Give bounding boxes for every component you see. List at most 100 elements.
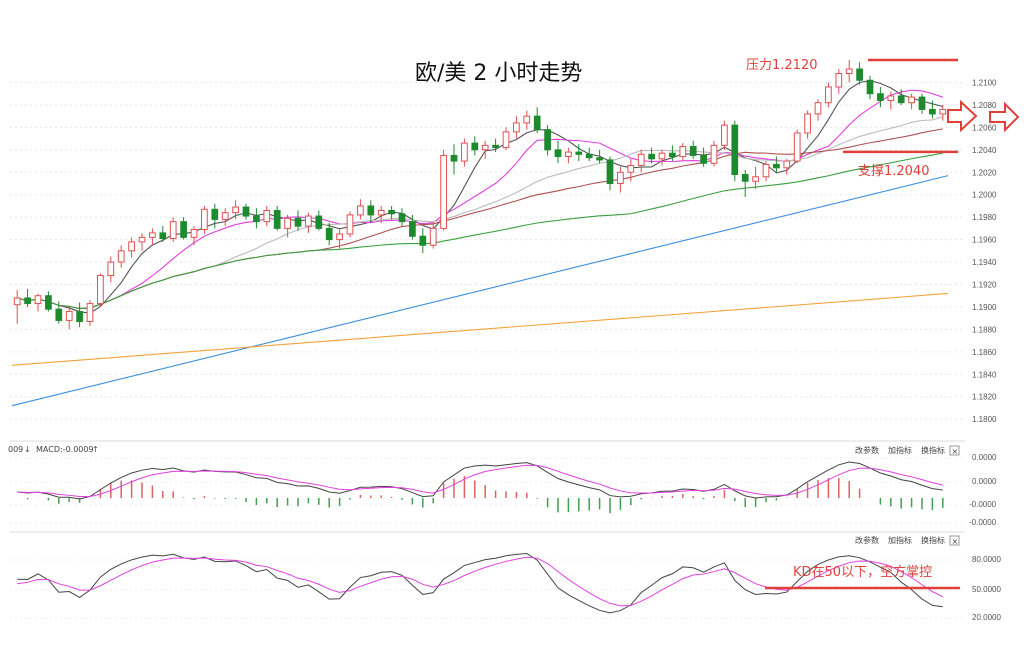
candle <box>731 120 739 182</box>
candle <box>398 208 406 227</box>
candle-body <box>845 68 853 75</box>
candle <box>419 228 427 254</box>
macd-tick-2: -0.0000 <box>969 500 997 509</box>
candle-body <box>637 153 645 167</box>
kd-button-add[interactable]: 加指标 <box>888 535 912 545</box>
candle-body <box>461 142 468 162</box>
macd-tick-3: -0.0000 <box>969 518 997 527</box>
candle-body <box>450 154 458 162</box>
candle-body <box>211 208 219 220</box>
candle <box>253 208 260 229</box>
candle-body <box>544 129 551 151</box>
support-resistance-lines <box>843 58 958 154</box>
candle <box>866 75 874 100</box>
candle-body <box>263 209 271 223</box>
candle-body <box>429 227 437 246</box>
candle-body <box>606 159 614 184</box>
candle-body <box>877 93 884 101</box>
candle-body <box>721 124 728 146</box>
candle <box>481 140 489 159</box>
candle <box>585 147 593 162</box>
candle-body <box>700 154 707 164</box>
candle-body <box>253 215 260 223</box>
price-tick-label: 1.1840 <box>972 370 997 379</box>
candle <box>138 232 146 251</box>
candle-body <box>762 163 770 178</box>
candle <box>357 199 364 220</box>
candle-body <box>232 206 239 214</box>
chart-title: 欧/美 2 小时走势 <box>415 61 582 86</box>
macd-button-add[interactable]: 加指标 <box>888 445 912 455</box>
macd-down-arrow-icon: ↓ <box>24 445 31 454</box>
candle <box>107 256 115 283</box>
resistance-label: 压力1.2120 <box>746 58 818 73</box>
kd-lines <box>17 552 944 614</box>
arrow-right-icon <box>989 101 1020 133</box>
candle <box>825 82 832 108</box>
candle <box>741 170 749 197</box>
kd-annotation: KD在50以下，空方掌控 <box>793 564 932 580</box>
candle <box>409 214 416 240</box>
candle-body <box>710 144 718 164</box>
candle-body <box>159 232 167 239</box>
candle-body <box>908 96 915 104</box>
price-axis: 1.1800 1.1820 1.1840 1.1860 1.1880 1.1900 1.19… <box>972 79 997 425</box>
candle <box>284 214 291 238</box>
candle <box>679 143 687 162</box>
candle <box>440 149 447 231</box>
kd-close-icon[interactable]: × <box>949 535 960 546</box>
candle-body <box>357 205 364 216</box>
candle <box>55 301 63 324</box>
candle-body <box>97 275 104 305</box>
macd-close-icon[interactable]: × <box>949 445 960 456</box>
candle <box>211 203 219 229</box>
kd-button-params[interactable]: 改参数 <box>855 535 879 545</box>
macd-dif-line <box>17 461 943 500</box>
candle <box>793 129 801 164</box>
candle <box>856 62 863 85</box>
candle-body <box>585 153 593 159</box>
candle-body <box>138 236 146 243</box>
kd-grid <box>10 559 965 619</box>
candle <box>689 140 697 159</box>
candle-body <box>221 212 229 220</box>
candle-body <box>897 95 905 104</box>
arrow-right-icon <box>947 99 978 133</box>
candle-body <box>741 174 749 182</box>
kd-button-switch[interactable]: 换指标 <box>921 535 945 545</box>
candle <box>367 200 375 222</box>
candle <box>533 107 541 133</box>
candle <box>648 147 655 164</box>
price-tick-label: 1.1920 <box>972 281 997 290</box>
candle <box>190 226 198 246</box>
candle <box>97 273 104 307</box>
macd-button-params[interactable]: 改参数 <box>855 445 879 455</box>
candle-body <box>804 113 811 134</box>
candle <box>429 222 437 249</box>
price-tick-label: 1.2000 <box>972 191 997 200</box>
candle <box>565 147 572 164</box>
macd-button-switch[interactable]: 换指标 <box>921 445 945 455</box>
price-tick-label: 1.1820 <box>972 393 997 402</box>
candle-body <box>273 209 281 229</box>
candle-body <box>554 149 562 158</box>
support-label: 支撑1.2040 <box>858 164 930 179</box>
candle-body <box>513 122 520 133</box>
candle-body <box>502 131 510 149</box>
candle-body <box>825 86 832 104</box>
candle-body <box>596 157 603 161</box>
macd-up-arrow-icon: ↑ <box>92 445 99 454</box>
candle-body <box>419 235 427 246</box>
candle <box>721 120 728 150</box>
candle-body <box>669 152 676 158</box>
candle-body <box>866 79 874 95</box>
candle-body <box>76 310 83 323</box>
candle <box>908 93 915 110</box>
candle <box>201 205 208 234</box>
candle-body <box>294 217 302 227</box>
candle-body <box>107 261 115 277</box>
moving-average-line <box>17 152 943 310</box>
moving-average-line <box>11 292 949 366</box>
candle-body <box>34 295 42 305</box>
